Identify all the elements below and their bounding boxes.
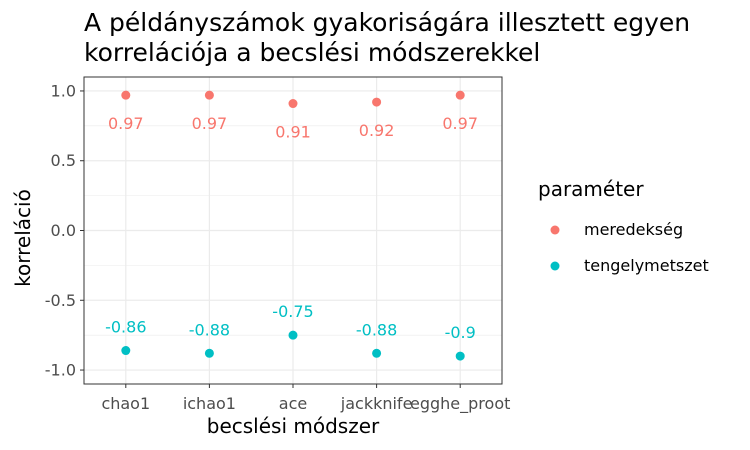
data-label: 0.97	[192, 114, 228, 133]
y-tick-label: -0.5	[45, 291, 76, 310]
data-label: 0.97	[442, 114, 478, 133]
x-tick-label: ichao1	[183, 394, 236, 413]
data-point	[121, 346, 131, 356]
x-tick-label: egghe_proot	[410, 394, 510, 414]
data-point	[455, 90, 465, 100]
y-tick-label: 1.0	[51, 81, 76, 100]
x-axis-title: becslési módszer	[207, 414, 380, 438]
data-point	[288, 99, 298, 109]
y-axis-title: korreláció	[11, 189, 35, 287]
legend: paraméter meredekség tengelymetszet	[538, 177, 709, 275]
legend-key-tengelymetszet	[550, 261, 560, 271]
data-point	[204, 90, 214, 100]
data-point	[288, 330, 298, 340]
plot-area: 1.0 0.5 0.0 -0.5 -1.0 chao1 ichao1 ace jackknife…	[45, 76, 510, 414]
chart-title-line-1: A példányszámok gyakoriságára illesztett…	[84, 8, 690, 37]
data-point	[121, 90, 131, 100]
data-label: 0.91	[275, 123, 311, 142]
data-label: -0.88	[356, 320, 397, 339]
x-tick-label: jackknife	[340, 394, 413, 413]
data-label: -0.86	[105, 318, 146, 337]
data-point	[455, 351, 465, 361]
x-tick-label: chao1	[101, 394, 150, 413]
data-label: -0.75	[272, 302, 313, 321]
data-label: 0.92	[359, 121, 395, 140]
data-label: -0.88	[189, 320, 230, 339]
x-tick-label: ace	[279, 394, 307, 413]
data-label: -0.9	[445, 323, 476, 342]
data-point	[372, 348, 382, 358]
legend-title: paraméter	[538, 177, 644, 201]
chart-title-line-2: korrelációja a becslési módszerekkel	[84, 38, 540, 67]
legend-label-meredekseg: meredekség	[584, 220, 683, 239]
legend-label-tengelymetszet: tengelymetszet	[584, 256, 709, 275]
y-tick-label: -1.0	[45, 361, 76, 380]
data-label: 0.97	[108, 114, 144, 133]
data-point	[372, 97, 382, 107]
y-tick-label: 0.0	[51, 221, 76, 240]
y-tick-label: 0.5	[51, 151, 76, 170]
data-point	[204, 348, 214, 358]
legend-key-meredekseg	[550, 225, 560, 235]
